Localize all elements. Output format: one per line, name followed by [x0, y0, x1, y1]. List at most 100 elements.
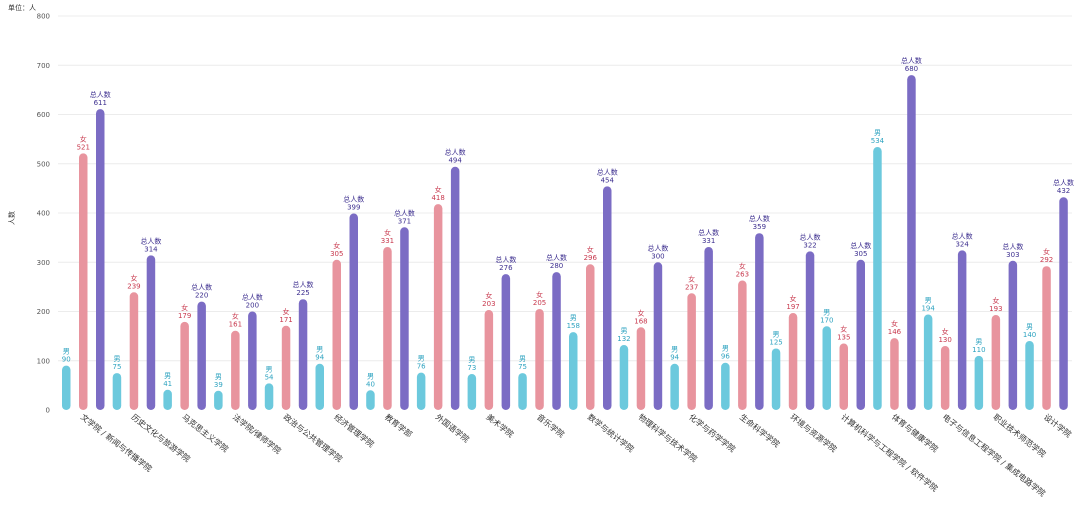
bar-series-label: 总人数 — [597, 167, 618, 176]
bar — [281, 325, 291, 410]
bar-series-label: 男 — [418, 355, 425, 363]
bar-series-label: 男 — [773, 330, 780, 338]
x-tick-label: 经济管理学院 — [332, 412, 376, 449]
bar — [670, 363, 679, 410]
bar-series-label: 男 — [316, 346, 323, 354]
x-tick-label: 美术学院 — [484, 412, 515, 440]
bar — [349, 213, 358, 410]
bar — [805, 251, 815, 410]
bar-value-label: 359 — [753, 223, 766, 231]
bar-series-label: 女 — [130, 273, 137, 282]
bar-value-label: 534 — [871, 137, 885, 145]
x-tick-label: 数学与统计学院 — [586, 412, 636, 454]
y-tick-label: 100 — [37, 357, 50, 365]
bar-value-label: 73 — [467, 364, 476, 372]
bar — [484, 310, 494, 410]
bar-series-label: 男 — [1026, 323, 1033, 331]
bar-series-label: 总人数 — [749, 214, 770, 223]
bar-value-label: 314 — [144, 245, 158, 253]
bar-value-label: 280 — [550, 262, 563, 270]
bar — [603, 186, 612, 410]
bar-value-label: 130 — [938, 336, 951, 344]
bar — [704, 246, 713, 410]
bar-value-label: 158 — [567, 322, 580, 330]
bar-value-label: 41 — [163, 380, 172, 388]
bar-series-label: 总人数 — [850, 241, 871, 250]
bar-series-label: 总人数 — [800, 232, 821, 241]
x-tick-label: 法学院/律师学院 — [231, 412, 283, 456]
bar-series-label: 男 — [215, 373, 222, 381]
bar-series-label: 女 — [384, 228, 391, 237]
bar-value-label: 399 — [347, 203, 360, 211]
bar-series-label: 男 — [519, 355, 526, 363]
bar-series-label: 女 — [232, 312, 239, 321]
bar — [416, 372, 426, 410]
bar — [1025, 341, 1034, 410]
bar-series-label: 男 — [468, 356, 475, 364]
bar-series-label: 总人数 — [698, 228, 719, 237]
bar-series-label: 女 — [739, 261, 746, 270]
bar-value-label: 96 — [721, 353, 730, 361]
bar — [873, 147, 882, 410]
bar-series-label: 总人数 — [293, 280, 314, 289]
bar-series-label: 女 — [587, 245, 594, 254]
bar — [788, 312, 798, 410]
bar — [79, 153, 88, 410]
bar-value-label: 54 — [265, 373, 274, 381]
bar — [552, 272, 561, 410]
bar — [907, 75, 916, 410]
bar-value-label: 179 — [178, 312, 191, 320]
bar-series-label: 女 — [80, 134, 87, 143]
bar — [1059, 197, 1068, 410]
bar-value-label: 296 — [584, 254, 598, 262]
bar-series-label: 女 — [333, 241, 340, 250]
bar-series-label: 总人数 — [495, 255, 516, 264]
bar — [231, 330, 240, 410]
bar-value-label: 161 — [229, 321, 242, 329]
bar — [400, 227, 409, 410]
bar-value-label: 76 — [417, 363, 426, 371]
y-tick-label: 300 — [37, 259, 50, 267]
bar-series-label: 女 — [790, 294, 797, 303]
x-tick-label: 体育与健康学院 — [890, 412, 940, 454]
bar-series-label: 男 — [266, 365, 273, 373]
bar — [974, 355, 984, 410]
bar-series-label: 男 — [823, 308, 830, 316]
y-tick-label: 600 — [37, 111, 50, 119]
bar — [264, 383, 274, 410]
bar — [771, 348, 781, 410]
bar — [738, 280, 747, 410]
bar — [923, 314, 933, 410]
bar-series-label: 总人数 — [191, 283, 212, 292]
x-tick-label: 教育学部 — [383, 412, 414, 440]
bars: 男90女521总人数611男75女239总人数314男41女179总人数220男… — [62, 56, 1074, 411]
bar-series-label: 男 — [925, 296, 932, 304]
bar-value-label: 331 — [381, 237, 394, 245]
bar — [146, 255, 156, 410]
bar-value-label: 239 — [127, 282, 140, 290]
bar-series-label: 总人数 — [394, 208, 415, 217]
bar-value-label: 305 — [854, 250, 867, 258]
bar — [755, 233, 764, 410]
bar-series-label: 女 — [536, 290, 543, 299]
bar — [96, 109, 105, 411]
bar-value-label: 263 — [736, 270, 749, 278]
x-tick-label: 音乐学院 — [535, 412, 566, 440]
bar — [721, 362, 730, 410]
bar — [1042, 266, 1051, 410]
bar-value-label: 292 — [1040, 256, 1053, 264]
bar-value-label: 237 — [685, 283, 698, 291]
bar-value-label: 135 — [837, 334, 850, 342]
bar-value-label: 94 — [670, 354, 679, 362]
bar-series-label: 男 — [164, 372, 171, 380]
bar-series-label: 总人数 — [901, 56, 922, 65]
bar-series-label: 女 — [181, 303, 188, 312]
bar-series-label: 女 — [891, 319, 898, 328]
bar — [62, 365, 71, 410]
bar-series-label: 女 — [992, 296, 999, 305]
bar — [653, 262, 663, 410]
x-tick-label: 环境与资源学院 — [789, 412, 839, 454]
bar-series-label: 男 — [113, 355, 120, 363]
